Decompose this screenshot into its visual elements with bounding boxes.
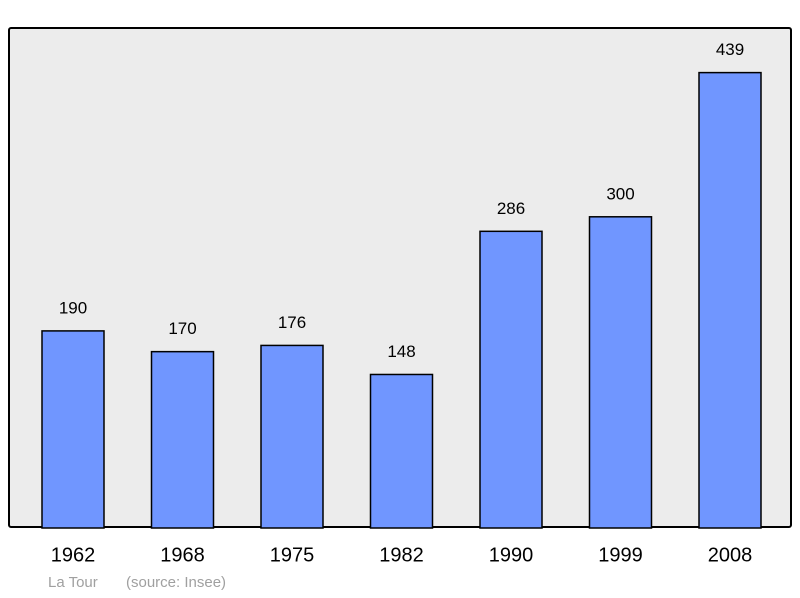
bar (41, 330, 105, 529)
value-label: 148 (387, 342, 415, 361)
source-label: (source: Insee) (126, 574, 226, 591)
bar (588, 216, 653, 529)
bar (260, 344, 324, 529)
bar (479, 230, 543, 529)
value-label: 170 (168, 319, 196, 338)
bar (698, 71, 762, 529)
place-label: La Tour (48, 574, 98, 591)
value-label: 439 (716, 40, 744, 59)
value-label: 300 (606, 184, 634, 203)
x-tick-label: 1982 (379, 544, 424, 566)
value-label: 190 (59, 298, 87, 317)
bar (369, 373, 434, 529)
x-tick-label: 1990 (489, 544, 534, 566)
x-tick-label: 1975 (270, 544, 315, 566)
value-label: 176 (278, 313, 306, 332)
bar (150, 350, 215, 529)
x-tick-label: 1968 (160, 544, 205, 566)
x-tick-label: 1962 (51, 544, 96, 566)
x-tick-label: 2008 (708, 544, 753, 566)
value-label: 286 (497, 199, 525, 218)
x-tick-label: 1999 (598, 544, 643, 566)
